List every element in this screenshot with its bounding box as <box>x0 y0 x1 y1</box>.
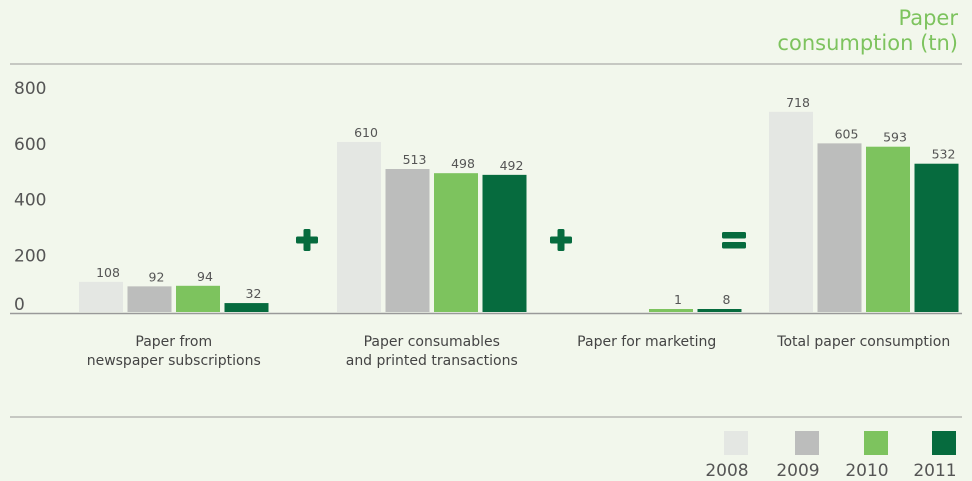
legend-label: 2011 <box>913 461 956 481</box>
category-label: and printed transactions <box>346 353 518 369</box>
data-label: 532 <box>932 147 956 162</box>
legend-swatch <box>864 431 888 455</box>
data-label: 108 <box>96 265 120 280</box>
data-label: 92 <box>149 269 165 284</box>
bar <box>769 111 813 312</box>
equals-operator-bottom <box>722 242 746 249</box>
y-tick-label: 600 <box>14 135 46 155</box>
legend-swatch <box>724 431 748 455</box>
category-label: Paper for marketing <box>577 334 716 350</box>
y-tick-label: 0 <box>14 295 25 315</box>
data-label: 513 <box>403 152 427 167</box>
category-label: Paper consumables <box>364 334 500 350</box>
legend-label: 2010 <box>845 461 888 481</box>
data-label: 94 <box>197 269 213 284</box>
bar <box>434 173 478 312</box>
bar <box>649 309 693 312</box>
bar <box>337 141 381 312</box>
legend-label: 2009 <box>776 461 819 481</box>
bar <box>176 285 220 312</box>
category-label: Total paper consumption <box>776 334 950 350</box>
equals-operator-top <box>722 232 746 239</box>
y-tick-label: 200 <box>14 246 46 266</box>
plus-operator-v <box>557 229 565 251</box>
bar <box>914 163 959 312</box>
bar <box>482 174 527 312</box>
y-tick-label: 400 <box>14 191 46 211</box>
legend-swatch <box>795 431 819 455</box>
chart-title-line-2: consumption (tn) <box>777 31 958 55</box>
data-label: 593 <box>883 130 907 145</box>
data-label: 610 <box>354 125 378 140</box>
data-label: 32 <box>246 286 262 301</box>
legend-swatch <box>932 431 956 455</box>
bar <box>697 309 742 312</box>
category-label: Paper from <box>135 334 212 350</box>
bar <box>817 143 862 312</box>
chart-title-line-1: Paper <box>898 6 958 30</box>
data-label: 8 <box>723 292 731 307</box>
y-tick-label: 800 <box>14 79 46 99</box>
chart-title: Paper consumption (tn) <box>777 6 958 56</box>
bar <box>79 281 123 312</box>
data-label: 492 <box>500 158 524 173</box>
data-label: 605 <box>835 126 859 141</box>
bar <box>127 286 172 312</box>
category-label: newspaper subscriptions <box>87 353 261 369</box>
data-label: 1 <box>674 292 682 307</box>
data-label: 498 <box>451 156 475 171</box>
plus-operator-v <box>303 229 311 251</box>
bar <box>385 169 430 312</box>
legend-label: 2008 <box>705 461 748 481</box>
bar <box>224 303 269 312</box>
bar <box>866 146 910 312</box>
data-label: 718 <box>786 95 810 110</box>
